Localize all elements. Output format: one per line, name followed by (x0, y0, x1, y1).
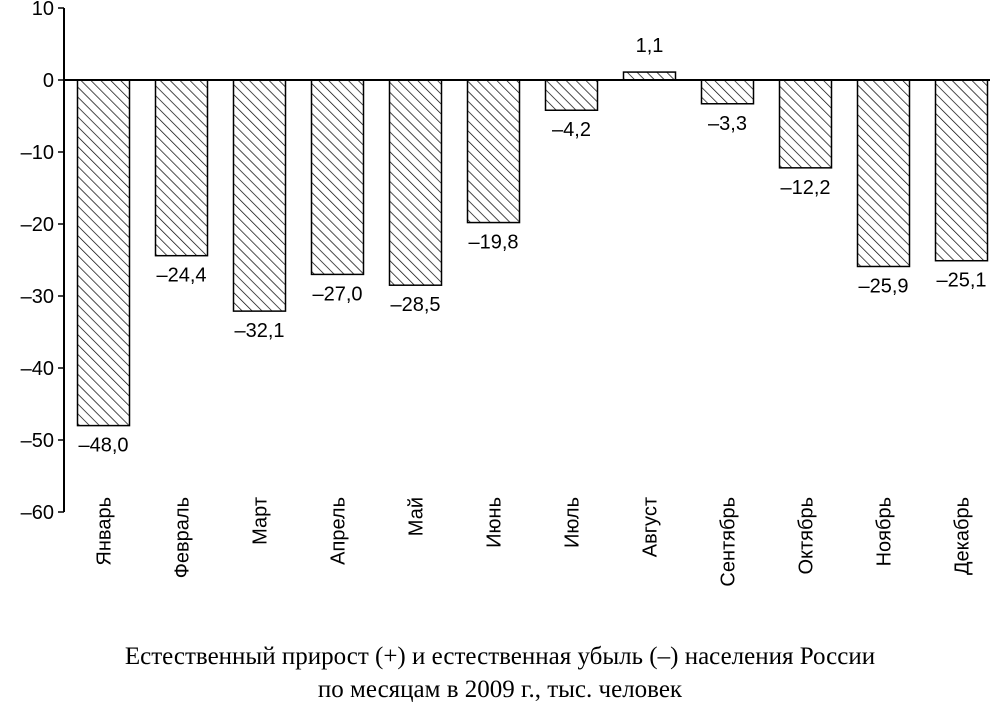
data-label: –25,1 (936, 270, 986, 292)
caption-line-2: по месяцам в 2009 г., тыс. человек (317, 676, 683, 703)
bar (76, 79, 131, 427)
category-label: Август (640, 497, 662, 557)
category-label: Июнь (484, 497, 506, 548)
category-label: Июль (562, 497, 584, 548)
data-label: –4,2 (552, 119, 591, 141)
category-label: Декабрь (952, 497, 974, 575)
y-tick-label: –20 (21, 214, 54, 236)
y-tick-label: –40 (21, 358, 54, 380)
y-tick-label: –50 (21, 430, 54, 452)
data-label: –27,0 (312, 283, 362, 305)
y-axis: 10 0 –10 –20 –30 –40 –50 –60 (21, 0, 990, 524)
bar (466, 79, 521, 224)
bar (700, 79, 755, 105)
bar (232, 79, 287, 312)
bar (544, 79, 599, 111)
y-tick-label: 0 (43, 70, 54, 92)
data-labels-layer: –48,0 –24,4 –32,1 –27,0 –28,5 –19,8 –4,2 1,1 –3,… (78, 35, 986, 457)
category-label: Май (406, 497, 428, 536)
bar (154, 79, 209, 257)
data-label: –3,3 (708, 113, 747, 135)
data-label: –24,4 (156, 265, 206, 287)
category-labels-layer: Январь Февраль Март Апрель Май Июнь Июль Август… (94, 497, 974, 587)
bar (310, 79, 365, 276)
data-label: –32,1 (234, 320, 284, 342)
chart-svg: 10 0 –10 –20 –30 –40 –50 –60 –48,0 –24,4 –32,1 –27… (21, 0, 990, 587)
data-label: –12,2 (780, 177, 830, 199)
data-label: –48,0 (78, 435, 128, 457)
figure-caption: Естественный прирост (+) и естественная … (0, 640, 1000, 706)
category-label: Март (250, 497, 272, 545)
y-tick-label: 10 (32, 0, 54, 20)
data-label: –28,5 (390, 294, 440, 316)
category-label: Ноябрь (874, 497, 896, 566)
data-label: –25,9 (858, 275, 908, 297)
y-tick-label: –10 (21, 142, 54, 164)
bars-layer (76, 71, 989, 427)
bar (778, 79, 833, 169)
bar (856, 79, 911, 268)
bar (934, 79, 989, 262)
bar (388, 79, 443, 286)
caption-line-1: Естественный прирост (+) и естественная … (124, 643, 876, 670)
category-label: Октябрь (796, 497, 818, 575)
y-tick-label: –60 (21, 502, 54, 524)
bar-chart: 10 0 –10 –20 –30 –40 –50 –60 –48,0 –24,4 –32,1 –27… (21, 0, 990, 587)
y-tick-label: –30 (21, 286, 54, 308)
data-label: 1,1 (636, 35, 664, 57)
bar (622, 71, 677, 81)
data-label: –19,8 (468, 232, 518, 254)
category-label: Апрель (328, 497, 350, 565)
category-label: Январь (94, 497, 116, 566)
category-label: Сентябрь (718, 497, 740, 587)
category-label: Февраль (172, 497, 194, 578)
